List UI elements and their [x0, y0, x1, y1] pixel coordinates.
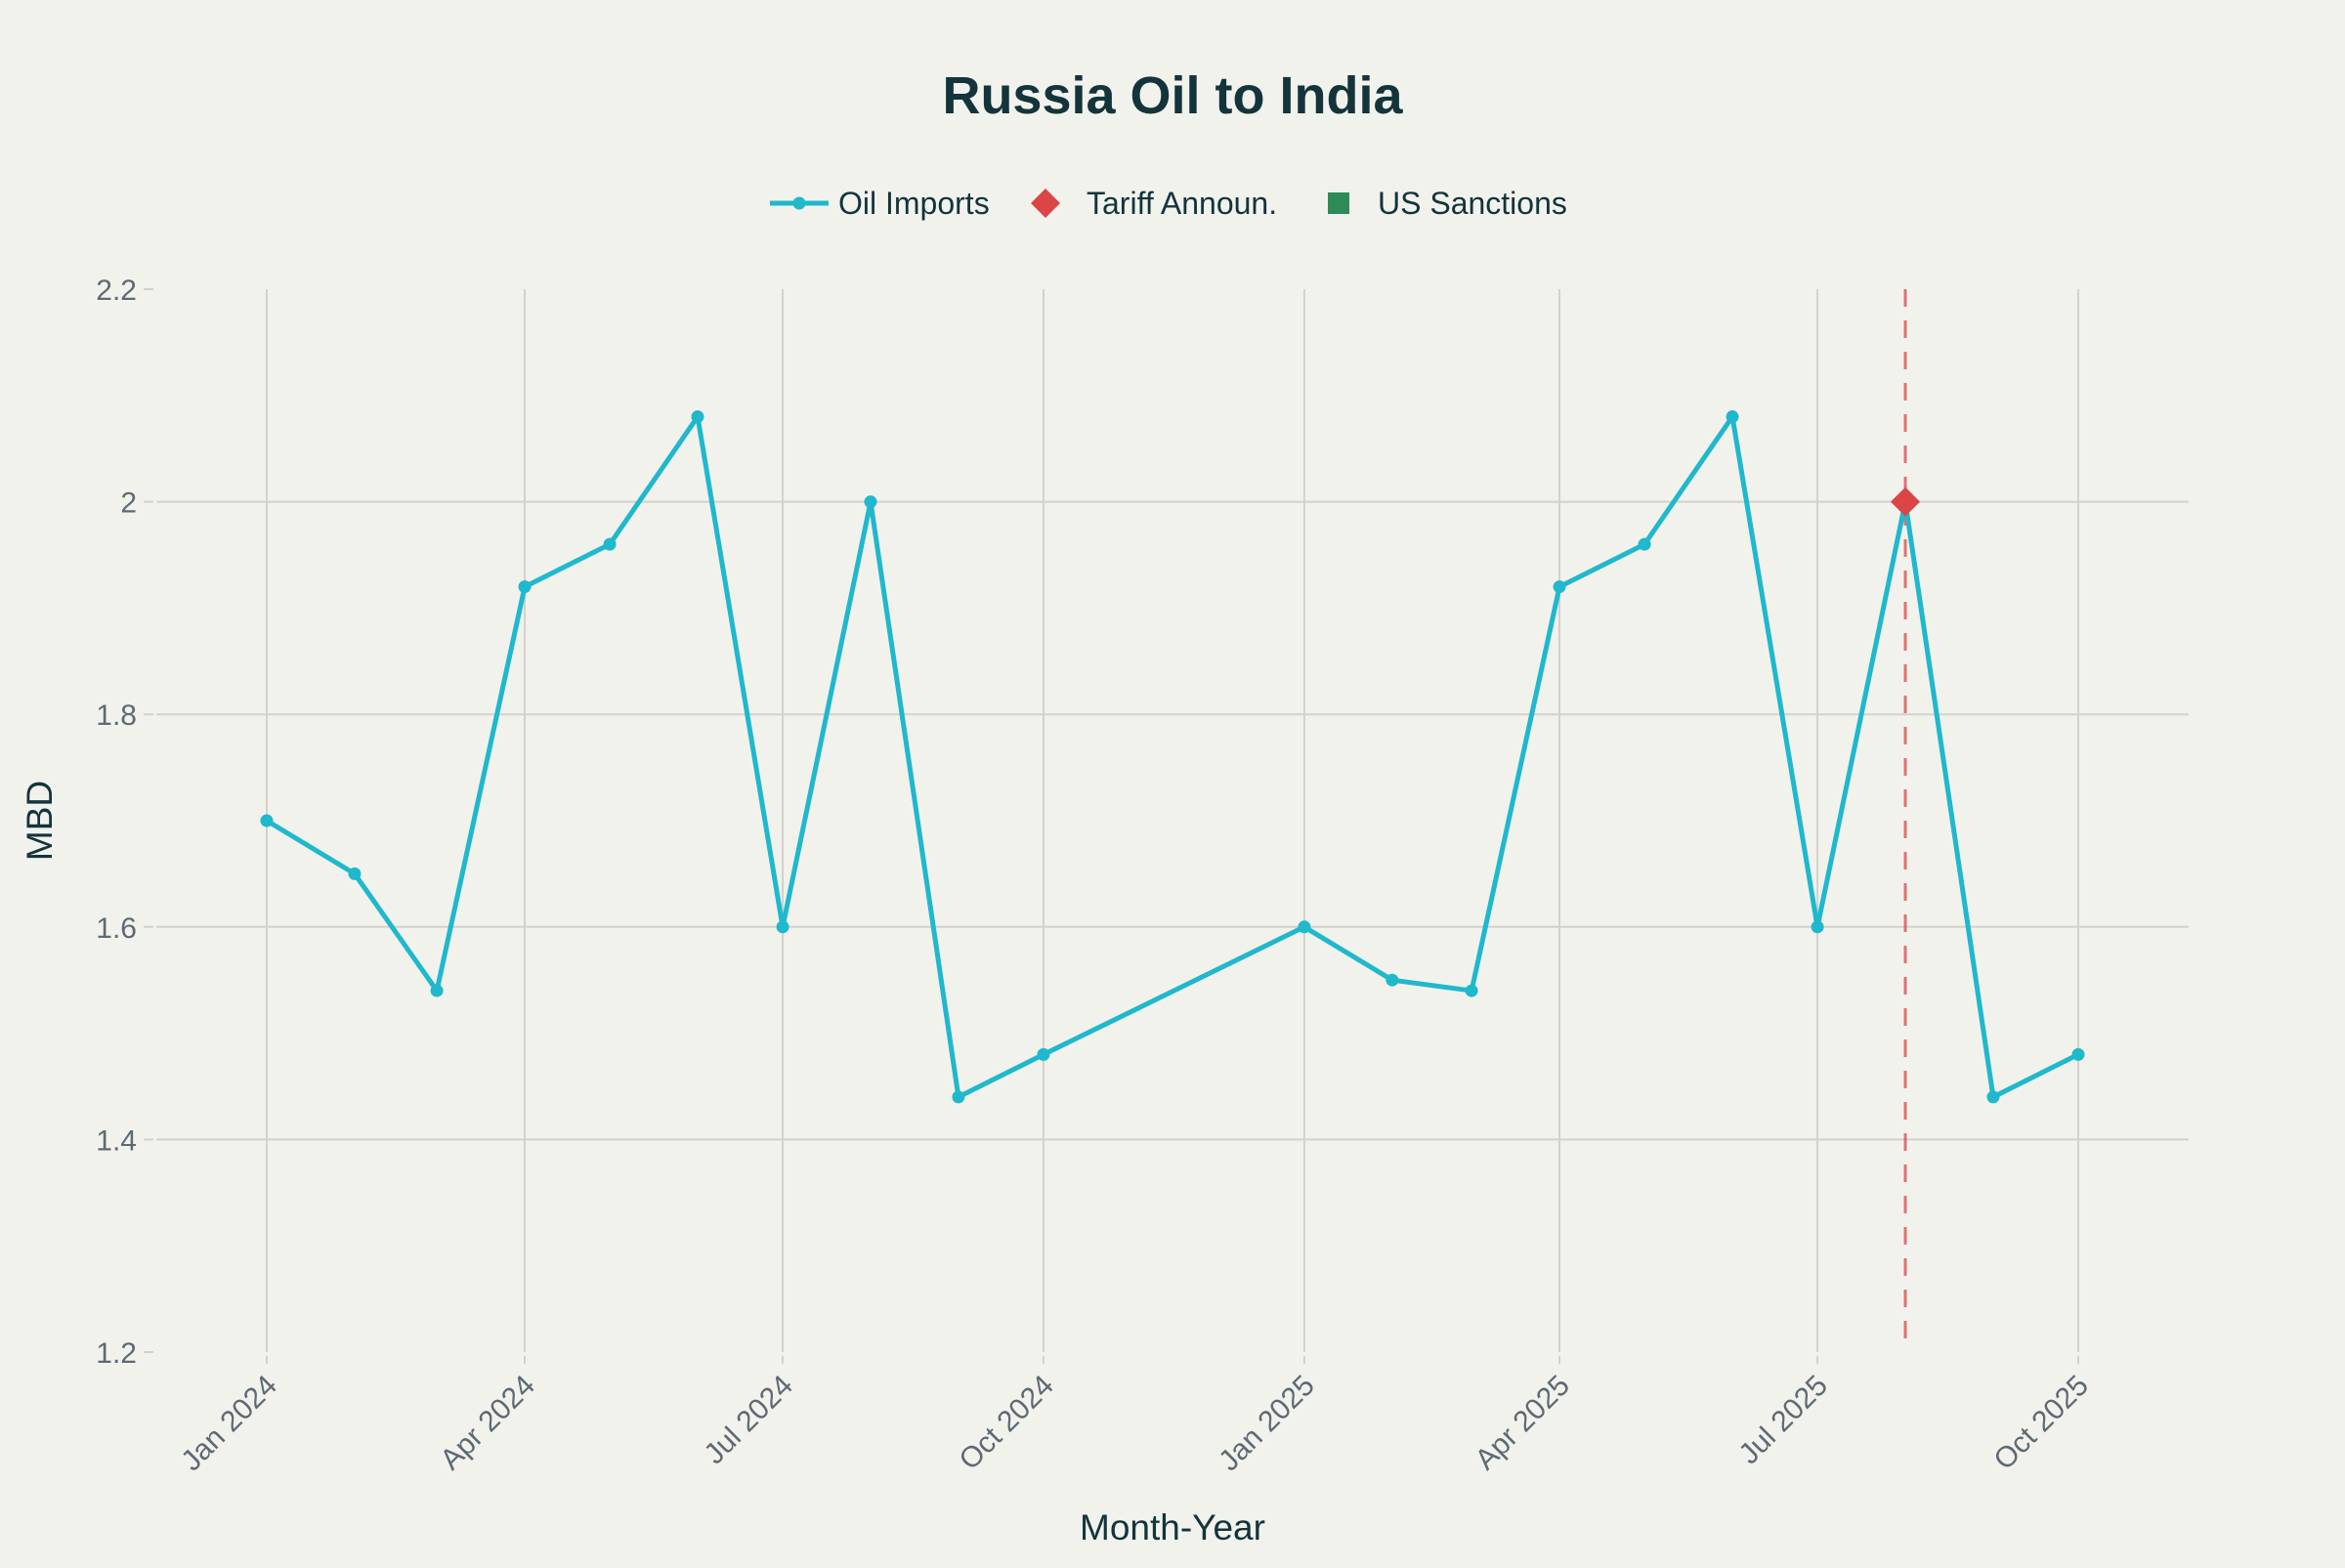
- gridlines: [156, 289, 2189, 1352]
- oil-imports-point[interactable]: [1986, 1090, 2000, 1104]
- legend-square-icon: [1328, 192, 1349, 214]
- legend-item-us-sanctions[interactable]: US Sanctions: [1328, 186, 1567, 221]
- oil-imports-point[interactable]: [952, 1090, 965, 1104]
- y-tick-label: 1.8: [96, 699, 137, 732]
- y-axis: 1.2 1.4 1.6 1.8 2 2.2: [96, 275, 153, 1370]
- x-tick-label: Oct 2024: [954, 1370, 1060, 1476]
- tariff-diamond-marker[interactable]: [1891, 487, 1921, 517]
- chart-title: Russia Oil to India: [942, 66, 1403, 125]
- oil-imports-point[interactable]: [864, 495, 877, 509]
- oil-imports-point[interactable]: [1037, 1047, 1050, 1061]
- y-tick-label: 1.2: [96, 1337, 137, 1370]
- legend-item-tariff-announ[interactable]: Tariff Announ.: [1031, 186, 1277, 221]
- oil-imports-point[interactable]: [691, 410, 704, 424]
- oil-imports-point[interactable]: [1386, 973, 1399, 987]
- legend: Oil Imports Tariff Announ. US Sanctions: [770, 186, 1567, 221]
- legend-diamond-icon: [1031, 189, 1060, 218]
- oil-imports-point[interactable]: [2071, 1047, 2085, 1061]
- oil-imports-point[interactable]: [1553, 580, 1566, 594]
- y-tick-label: 1.6: [96, 912, 137, 945]
- legend-label: US Sanctions: [1378, 186, 1567, 221]
- x-tick-label: Jul 2024: [698, 1370, 799, 1471]
- x-axis-title: Month-Year: [1080, 1507, 1265, 1547]
- y-tick-label: 1.4: [96, 1124, 137, 1157]
- oil-imports-point[interactable]: [603, 537, 617, 551]
- legend-label: Tariff Announ.: [1087, 186, 1277, 221]
- legend-item-oil-imports[interactable]: Oil Imports: [770, 186, 990, 221]
- legend-marker-icon: [792, 196, 806, 210]
- x-tick-label: Jan 2025: [1213, 1370, 1321, 1478]
- oil-imports-point[interactable]: [1726, 410, 1739, 424]
- oil-imports-point[interactable]: [776, 920, 789, 934]
- oil-imports-point[interactable]: [1298, 920, 1311, 934]
- y-tick-label: 2: [120, 487, 137, 520]
- y-tick-label: 2.2: [96, 275, 137, 307]
- legend-label: Oil Imports: [838, 186, 990, 221]
- x-tick-label: Apr 2024: [435, 1370, 541, 1476]
- x-tick-label: Oct 2025: [1988, 1370, 2095, 1476]
- oil-imports-point[interactable]: [1465, 984, 1478, 997]
- oil-imports-point[interactable]: [1811, 920, 1824, 934]
- x-axis: Jan 2024 Apr 2024 Jul 2024 Oct 2024 Jan 2025…: [175, 1356, 2095, 1477]
- oil-imports-point[interactable]: [518, 580, 532, 594]
- x-tick-label: Jul 2025: [1732, 1370, 1834, 1471]
- series: [260, 410, 2085, 1104]
- oil-imports-point[interactable]: [430, 984, 444, 997]
- oil-imports-point[interactable]: [348, 867, 362, 880]
- x-tick-label: Apr 2025: [1470, 1370, 1576, 1476]
- oil-imports-line: [265, 414, 2080, 1100]
- x-tick-label: Jan 2024: [175, 1370, 283, 1478]
- y-axis-title: MBD: [20, 781, 60, 861]
- oil-imports-point[interactable]: [1638, 537, 1651, 551]
- oil-imports-point[interactable]: [260, 814, 274, 827]
